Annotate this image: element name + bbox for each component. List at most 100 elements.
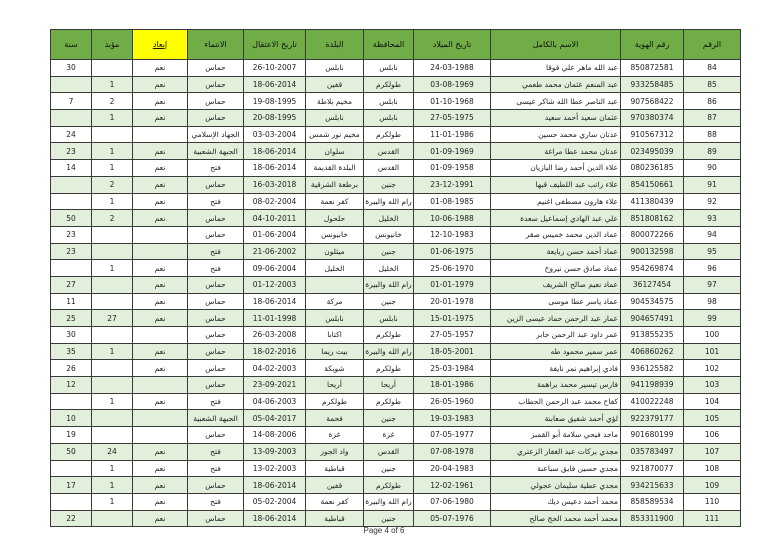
cell-birth-date: 07-08-1978: [413, 442, 491, 461]
cell-id-number: 910567312: [620, 125, 684, 144]
table-row: 94 800072266 عماد الدين محمد خميس صقر 12-10…: [50, 225, 741, 244]
cell-life-sentence: 27: [91, 309, 133, 327]
table-row: 84 850872581 عبد الله ماهر علي قوقا 24-03-1…: [50, 59, 741, 77]
cell-full-name: محمد أحمد دعيس ديك: [490, 492, 621, 511]
cell-full-name: مجدي بركات عبد الغفار الزعتري: [490, 442, 621, 461]
cell-id-number: 913855235: [620, 326, 684, 344]
cell-full-name: مجدي عطية سليمان عجولي: [490, 476, 621, 494]
cell-life-sentence: [91, 275, 133, 294]
cell-governorate: جنين: [363, 292, 414, 311]
cell-life-sentence: 1: [91, 259, 133, 277]
cell-life-sentence: 1: [91, 142, 133, 161]
table-row: 86 907568422 عبد الناصر عطا الله شاكر عيسى…: [50, 92, 741, 111]
cell-town: قفين: [305, 476, 364, 494]
table-row: 100 913855235 عمر داود عبد الرحمن جابر 27-0…: [50, 326, 741, 344]
cell-life-sentence: 1: [91, 75, 133, 94]
table-row: 99 904657491 عمار عبد الرحمن حماد عيسى الز…: [50, 309, 741, 327]
cell-full-name: علاء هارون مصطفى اغنيم: [490, 192, 621, 211]
header-number: الرقم: [683, 29, 741, 60]
cell-affiliation: حماس: [187, 309, 244, 327]
cell-id-number: 854150661: [620, 175, 684, 194]
cell-years: 10: [50, 409, 92, 428]
cell-years: 7: [50, 92, 92, 111]
cell-deportation: نعم: [132, 175, 188, 194]
cell-arrest-date: 19-08-1995: [243, 92, 306, 111]
cell-town: نابلس: [305, 309, 364, 327]
cell-row-number: 110: [683, 492, 741, 511]
cell-affiliation: حماس: [187, 109, 244, 127]
cell-full-name: علاء راتب عبد اللطيف قبها: [490, 175, 621, 194]
cell-row-number: 92: [683, 192, 741, 211]
cell-full-name: عماد أحمد حسن ربايعة: [490, 242, 621, 261]
cell-years: [50, 175, 92, 194]
cell-deportation: نعم: [132, 159, 188, 177]
cell-arrest-date: 18-06-2014: [243, 75, 306, 94]
cell-years: 27: [50, 275, 92, 294]
cell-arrest-date: 09-06-2004: [243, 259, 306, 277]
table-row: 90 080236185 علاء الدين أحمد رضا البازيان 0…: [50, 159, 741, 177]
cell-town: شويكة: [305, 359, 364, 378]
cell-deportation: نعم: [132, 476, 188, 494]
cell-governorate: أريحا: [363, 376, 414, 394]
cell-arrest-date: 13-09-2003: [243, 442, 306, 461]
cell-governorate: رام الله والبيرة: [363, 192, 414, 211]
cell-life-sentence: 1: [91, 392, 133, 411]
cell-governorate: الخليل: [363, 209, 414, 227]
cell-governorate: رام الله والبيرة: [363, 492, 414, 511]
cell-years: 50: [50, 442, 92, 461]
cell-full-name: عماد الدين محمد خميس صقر: [490, 225, 621, 244]
cell-life-sentence: [91, 426, 133, 444]
cell-years: 50: [50, 209, 92, 227]
cell-governorate: الخليل: [363, 259, 414, 277]
table-row: 110 858589534 محمد أحمد دعيس ديك 07-06-1980…: [50, 492, 741, 511]
cell-id-number: 850872581: [620, 59, 684, 77]
cell-life-sentence: 2: [91, 92, 133, 111]
cell-years: 23: [50, 225, 92, 244]
cell-governorate: طولكرم: [363, 125, 414, 144]
cell-birth-date: 01-01-1979: [413, 275, 491, 294]
cell-birth-date: 27-05-1975: [413, 109, 491, 127]
cell-town: حلحول: [305, 209, 364, 227]
cell-deportation: نعم: [132, 192, 188, 211]
cell-arrest-date: 26-10-2007: [243, 59, 306, 77]
cell-birth-date: 27-05-1957: [413, 326, 491, 344]
cell-town: أريحا: [305, 376, 364, 394]
cell-birth-date: 10-06-1988: [413, 209, 491, 227]
cell-affiliation: حماس: [187, 359, 244, 378]
cell-row-number: 100: [683, 326, 741, 344]
cell-affiliation: فتح: [187, 192, 244, 211]
cell-full-name: عدنان محمد عطا مراغة: [490, 142, 621, 161]
cell-years: 30: [50, 59, 92, 77]
cell-life-sentence: 1: [91, 159, 133, 177]
cell-id-number: 933258485: [620, 75, 684, 94]
header-governorate: المحافظة: [363, 29, 414, 60]
table-row: 109 934215633 مجدي عطية سليمان عجولي 12-02-…: [50, 476, 741, 494]
cell-life-sentence: 2: [91, 175, 133, 194]
table-row: 96 954269874 عماد صادق حسن نيروخ 25-06-1970…: [50, 259, 741, 277]
cell-governorate: جنين: [363, 509, 414, 528]
cell-row-number: 89: [683, 142, 741, 161]
cell-full-name: عبد الناصر عطا الله شاكر عيسى: [490, 92, 621, 111]
cell-row-number: 99: [683, 309, 741, 327]
cell-birth-date: 03-08-1969: [413, 75, 491, 94]
cell-arrest-date: 01-12-2003: [243, 275, 306, 294]
header-deportation: إبعاد: [132, 29, 188, 60]
cell-full-name: عماد نعيم صالح الشريف: [490, 275, 621, 294]
cell-birth-date: 25-06-1970: [413, 259, 491, 277]
cell-governorate: القدس: [363, 159, 414, 177]
cell-affiliation: حماس: [187, 92, 244, 111]
cell-life-sentence: [91, 409, 133, 428]
table-row: 108 921870077 مجدي حسين فايق سباعنة 20-04-1…: [50, 459, 741, 478]
header-row: الرقم رقم الهوية الاسم بالكامل تاريخ الم…: [50, 29, 741, 60]
cell-years: 26: [50, 359, 92, 378]
table-row: 87 970380374 عثمان سعيد أحمد سعيد 27-05-197…: [50, 109, 741, 127]
cell-id-number: 406860262: [620, 342, 684, 361]
cell-id-number: 936125582: [620, 359, 684, 378]
cell-id-number: 023495039: [620, 142, 684, 161]
cell-governorate: طولكرم: [363, 392, 414, 411]
cell-birth-date: 20-04-1983: [413, 459, 491, 478]
table-row: 111 853311900 محمد أحمد محمد الحج صالح 05-0…: [50, 509, 741, 528]
cell-row-number: 87: [683, 109, 741, 127]
cell-full-name: علاء الدين أحمد رضا البازيان: [490, 159, 621, 177]
cell-birth-date: 01-08-1985: [413, 192, 491, 211]
